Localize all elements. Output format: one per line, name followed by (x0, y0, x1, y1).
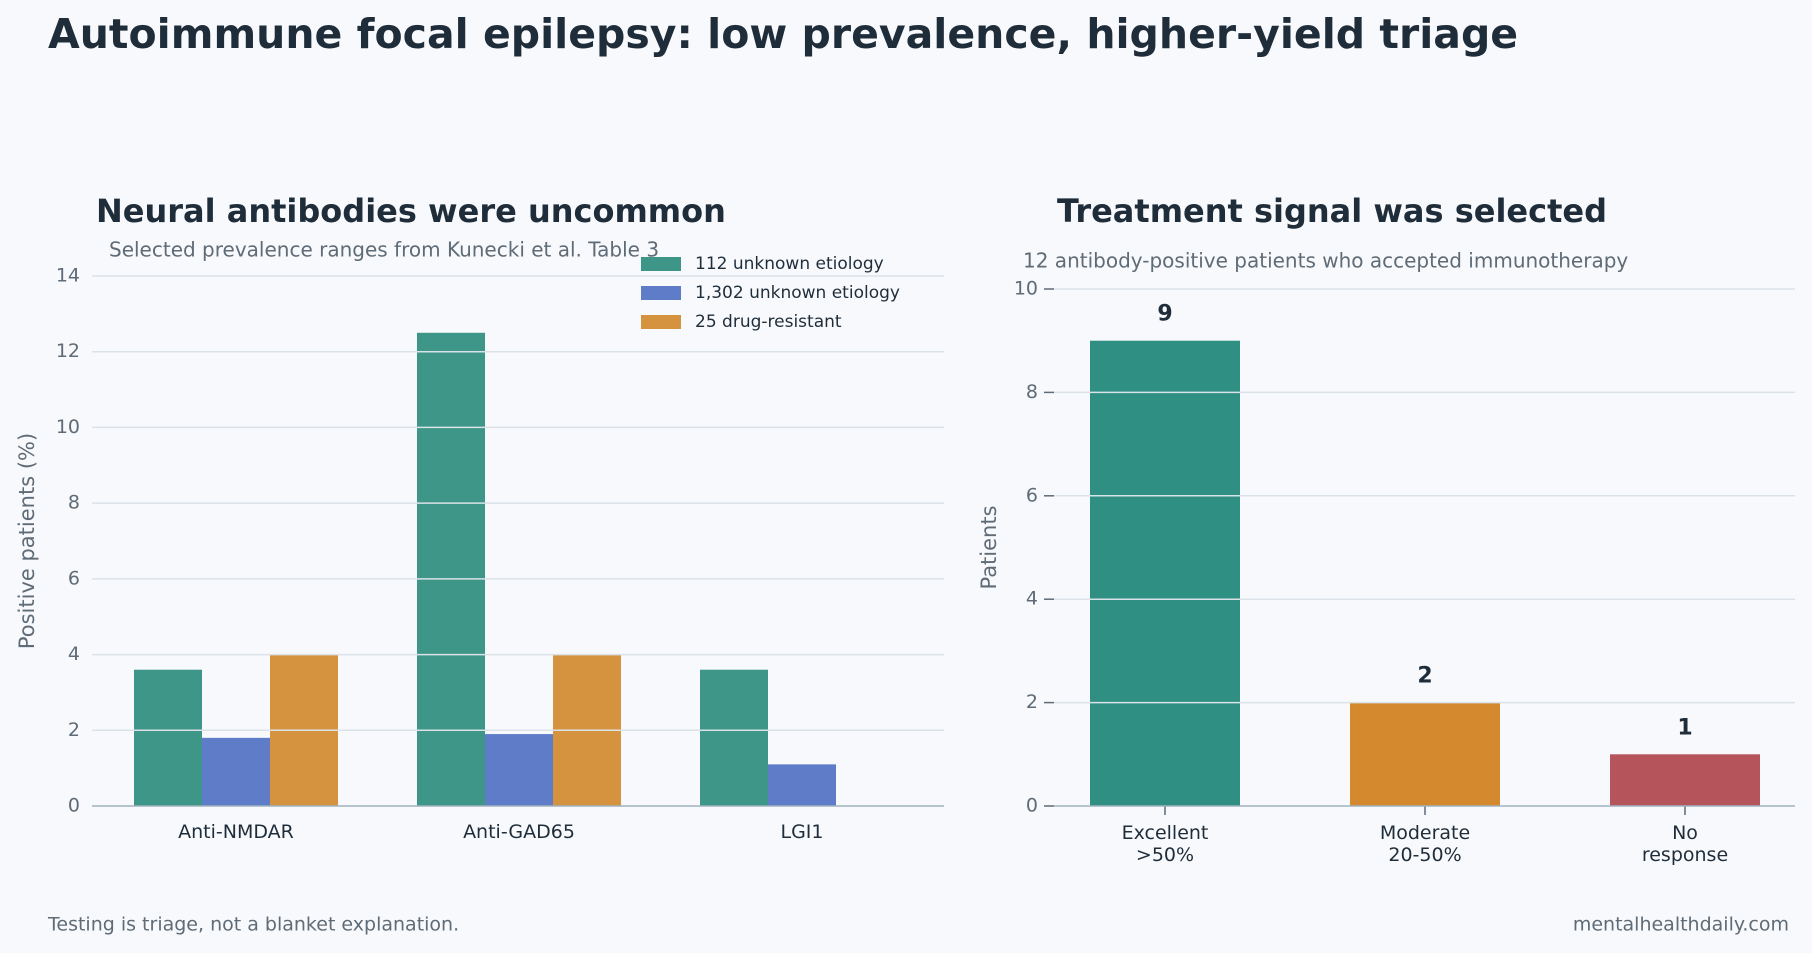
footer-left: Testing is triage, not a blanket explana… (47, 914, 459, 936)
y-tick-label: 14 (56, 265, 80, 287)
bar (417, 332, 485, 806)
legend-label: 25 drug-resistant (695, 312, 842, 332)
y-axis-label: Patients (977, 505, 1001, 589)
y-tick-label: 4 (68, 643, 80, 665)
bar (1350, 702, 1500, 806)
bar (202, 737, 270, 806)
value-label: 2 (1417, 664, 1432, 689)
x-tick-label: Anti-GAD65 (463, 821, 575, 843)
bar (1610, 754, 1760, 806)
y-tick-label: 6 (68, 567, 80, 589)
value-label: 1 (1677, 715, 1692, 740)
legend-swatch (641, 257, 681, 271)
legend-swatch (641, 286, 681, 300)
y-axis-label: Positive patients (%) (15, 433, 39, 649)
bar (1090, 340, 1240, 806)
legend-swatch (641, 315, 681, 329)
page-title: Autoimmune focal epilepsy: low prevalenc… (48, 10, 1518, 58)
y-tick-label: 0 (68, 795, 80, 817)
y-tick-label: 12 (56, 340, 80, 362)
footer-right: mentalhealthdaily.com (1573, 914, 1789, 936)
x-tick-label: No response (1642, 822, 1728, 866)
y-tick-label: 4 (1026, 588, 1038, 610)
legend-label: 1,302 unknown etiology (695, 283, 900, 303)
x-tick-label: LGI1 (780, 821, 823, 843)
chart-title: Neural antibodies were uncommon (96, 192, 726, 230)
x-tick-label: Moderate 20-50% (1380, 822, 1470, 866)
y-tick-label: 8 (1026, 381, 1038, 403)
bar (768, 764, 836, 806)
bar (134, 669, 202, 806)
y-tick-label: 2 (68, 719, 80, 741)
y-tick-label: 10 (56, 416, 80, 438)
bar (700, 669, 768, 806)
y-tick-label: 10 (1014, 278, 1038, 300)
bar (485, 734, 553, 806)
chart-title: Treatment signal was selected (1057, 192, 1607, 230)
chart-subtitle: 12 antibody-positive patients who accept… (1023, 249, 1628, 273)
x-tick-label: Anti-NMDAR (178, 821, 294, 843)
y-tick-label: 2 (1026, 691, 1038, 713)
x-tick-label: Excellent >50% (1122, 822, 1209, 866)
value-label: 9 (1157, 302, 1172, 327)
chart-subtitle: Selected prevalence ranges from Kunecki … (109, 238, 659, 262)
y-tick-label: 0 (1026, 795, 1038, 817)
y-tick-label: 6 (1026, 484, 1038, 506)
legend-label: 112 unknown etiology (695, 254, 884, 274)
y-tick-label: 8 (68, 492, 80, 514)
